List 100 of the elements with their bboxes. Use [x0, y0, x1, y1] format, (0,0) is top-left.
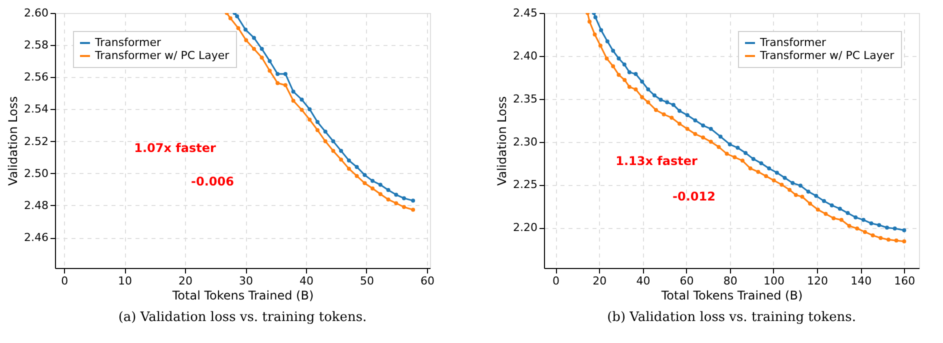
point: [671, 102, 676, 107]
y-axis-title: Validation Loss: [495, 96, 510, 186]
point: [816, 208, 820, 212]
point: [878, 236, 883, 240]
point: [402, 205, 406, 210]
point: [386, 188, 390, 192]
point: [291, 90, 296, 94]
point: [646, 100, 650, 104]
point: [394, 201, 398, 206]
point: [627, 84, 632, 89]
point: [252, 36, 256, 40]
point: [708, 126, 713, 131]
point: [736, 146, 740, 150]
point: [402, 196, 406, 200]
y-tick-label: 2.58: [24, 38, 48, 52]
point: [640, 95, 644, 100]
point: [693, 118, 698, 122]
point: [774, 170, 779, 175]
legend-label: Transformer w/ PC Layer: [759, 49, 895, 62]
point: [744, 150, 748, 155]
annotation: 1.13x faster: [616, 154, 698, 168]
y-tick-label: 2.48: [24, 198, 48, 212]
point: [236, 26, 240, 30]
point: [701, 123, 706, 128]
point: [824, 212, 828, 216]
point: [276, 81, 280, 86]
x-tick-label: 20: [178, 274, 193, 288]
y-tick-label: 2.54: [24, 102, 48, 116]
point: [622, 78, 627, 82]
y-tick-label: 2.30: [513, 135, 538, 148]
point: [886, 238, 890, 242]
y-tick-label: 2.20: [513, 221, 538, 234]
point: [323, 139, 328, 144]
point: [283, 72, 288, 76]
point: [260, 46, 264, 51]
point: [751, 156, 756, 161]
point: [652, 93, 656, 98]
legend-label: Transformer: [759, 36, 826, 49]
point: [847, 224, 852, 228]
x-tick-label: 0: [61, 274, 68, 288]
point: [814, 194, 818, 198]
point: [790, 181, 795, 185]
point: [759, 161, 764, 166]
point: [622, 62, 626, 67]
point: [291, 98, 296, 103]
x-tick-label: 160: [894, 274, 916, 288]
y-tick-label: 2.50: [24, 166, 48, 180]
point: [592, 32, 597, 36]
point: [316, 120, 320, 124]
point: [855, 226, 860, 230]
point: [830, 203, 834, 208]
x-tick-label: 120: [807, 274, 828, 288]
point: [892, 226, 897, 230]
point: [611, 64, 616, 68]
x-tick-label: 30: [239, 274, 254, 288]
x-tick-label: 20: [592, 274, 607, 288]
point: [772, 178, 776, 182]
point: [598, 44, 602, 48]
point: [354, 174, 359, 178]
point: [658, 98, 663, 102]
x-tick-label: 60: [680, 274, 694, 288]
point: [346, 158, 351, 163]
point: [308, 118, 312, 122]
point: [724, 152, 729, 156]
point: [670, 116, 674, 120]
x-tick-label: 0: [552, 274, 560, 288]
y-tick-label: 2.25: [513, 178, 538, 192]
point: [678, 122, 682, 126]
point: [244, 38, 248, 42]
point: [693, 132, 698, 136]
point: [339, 148, 344, 153]
point: [798, 184, 802, 188]
point: [252, 46, 256, 51]
point: [300, 108, 304, 112]
point: [386, 198, 390, 202]
point: [370, 178, 375, 183]
point: [838, 206, 842, 211]
point: [354, 164, 359, 169]
point: [394, 192, 398, 197]
point: [634, 72, 638, 76]
point: [593, 15, 598, 20]
point: [235, 14, 240, 18]
x-tick-label: 140: [850, 274, 872, 288]
point: [346, 166, 351, 171]
point: [627, 70, 632, 74]
point: [839, 218, 844, 222]
point: [370, 186, 375, 190]
x-tick-label: 50: [360, 274, 374, 288]
point: [894, 238, 898, 243]
y-tick-label: 2.56: [24, 70, 48, 84]
point: [767, 166, 772, 170]
point: [822, 199, 826, 204]
point: [902, 239, 906, 244]
x-axis-title: Total Tokens Trained (B): [171, 288, 314, 302]
point: [870, 233, 875, 238]
point: [268, 59, 272, 64]
point: [260, 56, 264, 60]
point: [718, 134, 722, 139]
point: [806, 190, 810, 194]
point: [846, 211, 850, 216]
